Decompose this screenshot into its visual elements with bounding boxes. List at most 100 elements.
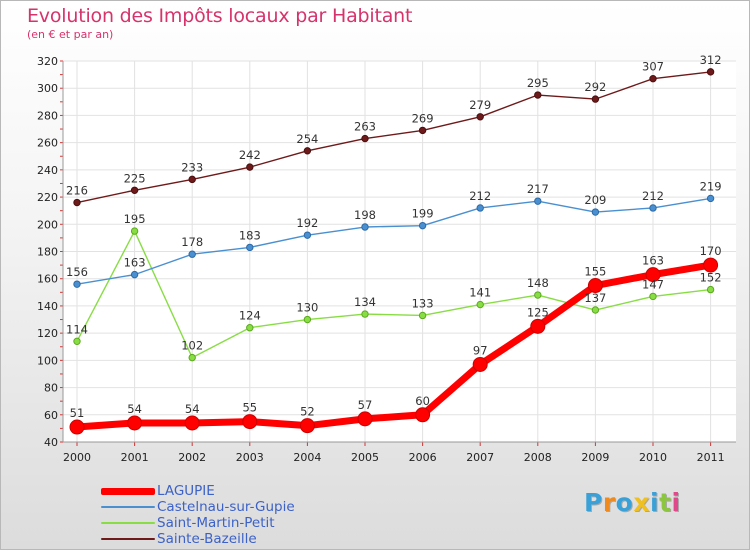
x-tick-label: 2010 [639, 451, 667, 464]
data-point [246, 324, 254, 332]
x-tick-label: 2009 [581, 451, 609, 464]
data-label: 170 [700, 244, 722, 258]
data-label: 97 [473, 343, 488, 357]
x-tick-label: 2001 [121, 451, 149, 464]
data-label: 156 [66, 265, 88, 279]
y-tick-label: 120 [37, 327, 58, 340]
legend-item: Castelnau-sur-Gupie [101, 499, 295, 515]
data-label: 279 [469, 98, 491, 112]
data-point [418, 311, 427, 320]
data-point [188, 250, 196, 258]
data-label: 152 [700, 271, 722, 285]
data-point [415, 407, 431, 423]
data-point [299, 418, 315, 434]
data-point [418, 221, 427, 230]
data-point [188, 353, 196, 362]
data-label: 54 [127, 402, 142, 416]
legend-item: Saint-Martin-Petit [101, 515, 295, 531]
data-point [69, 419, 85, 435]
data-point [706, 68, 715, 76]
y-tick-label: 240 [37, 164, 58, 177]
data-label: 263 [354, 120, 376, 134]
y-tick-label: 140 [37, 300, 58, 313]
y-tick-label: 60 [44, 409, 58, 422]
data-point [706, 194, 715, 203]
data-label: 307 [642, 60, 664, 74]
data-label: 124 [239, 309, 261, 323]
x-tick-label: 2003 [236, 451, 264, 464]
legend-swatch [101, 538, 155, 540]
legend-label: Saint-Martin-Petit [157, 515, 275, 531]
chart-title: Evolution des Impôts locaux par Habitant [27, 5, 413, 27]
logo-letter: x [633, 488, 650, 517]
data-point [130, 186, 139, 194]
data-point [706, 285, 715, 294]
data-label: 225 [124, 171, 146, 185]
series-line [76, 71, 712, 204]
data-point [73, 198, 81, 207]
data-point [534, 91, 542, 99]
data-label: 209 [584, 193, 606, 207]
data-point [591, 95, 600, 103]
y-tick-label: 320 [37, 55, 58, 68]
y-tick-label: 300 [37, 82, 58, 95]
data-label: 133 [412, 296, 434, 310]
data-point [303, 147, 312, 155]
data-point [361, 223, 369, 231]
data-point [645, 267, 661, 283]
logo-letter: P [584, 488, 603, 517]
data-label: 219 [700, 179, 722, 193]
data-label: 198 [354, 208, 376, 222]
x-tick-label: 2004 [293, 451, 321, 464]
data-point [130, 270, 139, 279]
logo-letter: t [659, 488, 672, 517]
logo-letter: r [602, 488, 616, 517]
data-label: 212 [469, 189, 491, 203]
data-point [303, 231, 312, 239]
proxiti-logo: Proxiti [584, 488, 681, 517]
data-label: 233 [181, 160, 203, 174]
data-point [587, 278, 603, 294]
data-point [530, 318, 546, 334]
legend-item: LAGUPIE [101, 483, 295, 499]
legend-label: Sainte-Bazeille [157, 531, 257, 547]
data-label: 155 [584, 265, 606, 279]
y-tick-label: 200 [37, 218, 58, 231]
data-label: 269 [412, 111, 434, 125]
data-label: 312 [700, 53, 722, 67]
x-tick-label: 2006 [409, 451, 437, 464]
data-label: 295 [527, 76, 549, 90]
series-line [73, 261, 715, 431]
data-label: 137 [584, 291, 606, 305]
data-point [534, 291, 542, 299]
x-tick-label: 2011 [697, 451, 725, 464]
data-label: 55 [242, 401, 257, 415]
data-label: 130 [296, 301, 318, 315]
legend-swatch [101, 487, 155, 495]
data-label: 292 [584, 80, 606, 94]
data-point [418, 126, 427, 135]
data-label: 141 [469, 286, 491, 300]
data-label: 192 [296, 216, 318, 230]
legend-label: Castelnau-sur-Gupie [157, 499, 295, 515]
data-point [649, 292, 657, 301]
series-line [76, 197, 712, 285]
logo-letter: i [671, 488, 681, 517]
data-label: 195 [124, 212, 146, 226]
y-tick-label: 100 [37, 354, 58, 367]
data-point [188, 175, 196, 184]
data-label: 216 [66, 184, 88, 198]
y-tick-label: 40 [44, 436, 58, 449]
data-label: 217 [527, 182, 549, 196]
data-label: 134 [354, 295, 376, 309]
y-tick-label: 180 [37, 246, 58, 259]
chart-subtitle: (en € et par an) [27, 28, 114, 41]
data-point [649, 204, 657, 212]
logo-letter: o [615, 488, 634, 517]
data-point [476, 300, 484, 309]
x-tick-label: 2005 [351, 451, 379, 464]
data-label: 148 [527, 276, 549, 290]
series-line [76, 230, 712, 359]
